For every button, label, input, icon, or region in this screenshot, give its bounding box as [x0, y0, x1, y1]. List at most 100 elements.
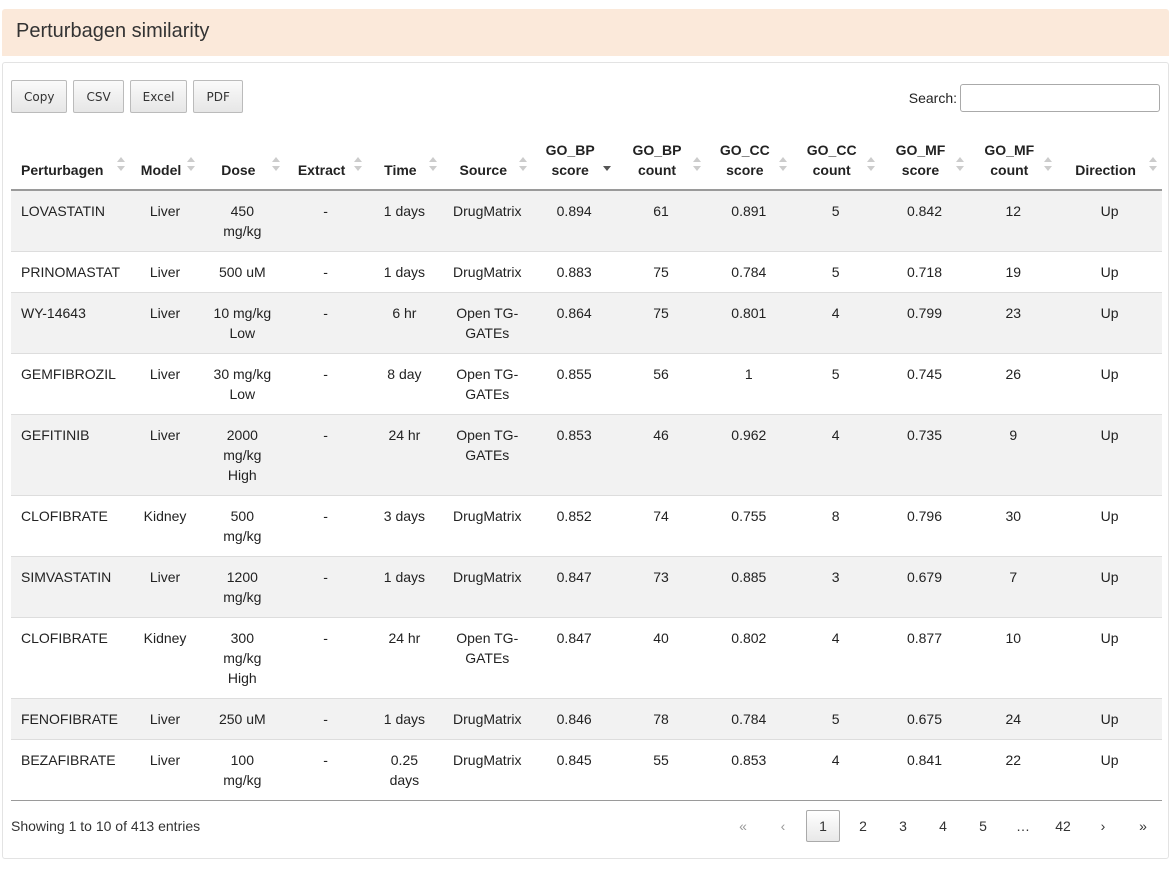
cell-source: DrugMatrix	[442, 739, 533, 801]
cell-go-bp-score: 0.864	[532, 292, 617, 354]
column-header-go-mf-count[interactable]: GO_MF count	[969, 136, 1058, 191]
export-buttons: Copy CSV Excel PDF	[11, 80, 243, 113]
last-page-button[interactable]: »	[1139, 818, 1147, 834]
column-header-go-bp-score[interactable]: GO_BP score	[532, 136, 617, 191]
cell-go-cc-count: 4	[791, 292, 880, 354]
cell-go-mf-score: 0.679	[879, 556, 970, 618]
sort-both-icon	[866, 157, 875, 171]
column-header-extract[interactable]: Extract	[284, 136, 367, 191]
table-row[interactable]: CLOFIBRATE Kidney 300 mg/kg High -24 hr Open…	[11, 617, 1162, 699]
cell-model: Liver	[130, 698, 201, 740]
page-button-1[interactable]: 1	[806, 810, 840, 842]
cell-go-cc-score: 0.784	[705, 251, 792, 293]
cell-source: Open TG-GATEs	[442, 292, 533, 354]
cell-direction: Up	[1057, 251, 1162, 293]
cell-go-mf-count: 10	[969, 617, 1058, 699]
column-header-go-bp-count[interactable]: GO_BP count	[616, 136, 706, 191]
cell-go-mf-score: 0.799	[879, 292, 970, 354]
sort-both-icon	[187, 157, 196, 171]
cell-go-mf-score: 0.877	[879, 617, 970, 699]
cell-direction: Up	[1057, 292, 1162, 354]
cell-source: Open TG-GATEs	[442, 353, 533, 415]
table-row[interactable]: CLOFIBRATE Kidney 500 mg/kg -3 days DrugMatr…	[11, 495, 1162, 557]
column-header-direction[interactable]: Direction	[1057, 136, 1162, 191]
page-button-42[interactable]: 42	[1055, 818, 1071, 834]
search-input[interactable]	[960, 84, 1160, 112]
cell-source: DrugMatrix	[442, 698, 533, 740]
table-row[interactable]: SIMVASTATIN Liver 1200 mg/kg -1 days DrugMat…	[11, 556, 1162, 618]
column-header-dose[interactable]: Dose	[200, 136, 285, 191]
page-button-5[interactable]: 5	[979, 818, 987, 834]
column-header-go-cc-count[interactable]: GO_CC count	[791, 136, 880, 191]
cell-model: Kidney	[130, 617, 201, 699]
column-header-model[interactable]: Model	[130, 136, 201, 191]
cell-time: 24 hr	[366, 617, 443, 699]
cell-go-bp-score: 0.883	[532, 251, 617, 293]
previous-page-button[interactable]: ‹	[780, 818, 786, 834]
table-header-row: Perturbagen Model Dose Extract Time Source GO_…	[11, 136, 1162, 191]
first-page-button[interactable]: «	[739, 818, 747, 834]
sort-both-icon	[692, 157, 701, 171]
cell-go-cc-score: 0.962	[705, 414, 792, 496]
pdf-button[interactable]: PDF	[193, 80, 243, 113]
cell-extract: -	[284, 292, 367, 354]
cell-extract: -	[284, 251, 367, 293]
page-button-2[interactable]: 2	[859, 818, 867, 834]
table-row[interactable]: GEFITINIB Liver 2000 mg/kg High -24 hr Open …	[11, 414, 1162, 496]
search-box: Search:	[909, 84, 1160, 112]
cell-go-bp-count: 74	[616, 495, 706, 557]
cell-direction: Up	[1057, 556, 1162, 618]
cell-perturbagen: CLOFIBRATE	[11, 495, 131, 557]
column-header-source[interactable]: Source	[442, 136, 533, 191]
cell-go-bp-count: 40	[616, 617, 706, 699]
table-row[interactable]: PRINOMASTAT Liver 500 uM -1 days DrugMatrix 0…	[11, 251, 1162, 293]
table-info: Showing 1 to 10 of 413 entries	[11, 818, 201, 834]
cell-go-bp-score: 0.894	[532, 189, 617, 252]
column-header-go-mf-score[interactable]: GO_MF score	[879, 136, 970, 191]
cell-go-cc-score: 0.802	[705, 617, 792, 699]
table-body: LOVASTATIN Liver 450 mg/kg -1 days DrugMatri…	[11, 189, 1162, 801]
table-row[interactable]: WY-14643 Liver 10 mg/kg Low -6 hr Open TG-GA…	[11, 292, 1162, 354]
table-row[interactable]: FENOFIBRATE Liver 250 uM -1 days DrugMatrix 0…	[11, 698, 1162, 740]
table-row[interactable]: LOVASTATIN Liver 450 mg/kg -1 days DrugMatri…	[11, 189, 1162, 252]
column-header-go-cc-score[interactable]: GO_CC score	[705, 136, 792, 191]
sort-both-icon	[1149, 157, 1157, 171]
cell-model: Liver	[130, 739, 201, 801]
excel-button[interactable]: Excel	[129, 80, 188, 113]
cell-direction: Up	[1057, 189, 1162, 252]
cell-go-cc-score: 0.885	[705, 556, 792, 618]
page-button-3[interactable]: 3	[899, 818, 907, 834]
cell-go-bp-score: 0.855	[532, 353, 617, 415]
table-row[interactable]: GEMFIBROZIL Liver 30 mg/kg Low -8 day Open T…	[11, 353, 1162, 415]
column-header-label: Time	[384, 162, 417, 178]
cell-time: 24 hr	[366, 414, 443, 496]
cell-extract: -	[284, 556, 367, 618]
cell-time: 3 days	[366, 495, 443, 557]
cell-extract: -	[284, 739, 367, 801]
sort-both-icon	[956, 157, 965, 171]
cell-perturbagen: LOVASTATIN	[11, 189, 131, 252]
page-button-4[interactable]: 4	[939, 818, 947, 834]
column-header-time[interactable]: Time	[366, 136, 443, 191]
cell-time: 8 day	[366, 353, 443, 415]
cell-go-mf-score: 0.796	[879, 495, 970, 557]
column-header-label: GO_CC count	[806, 142, 857, 178]
cell-go-mf-count: 24	[969, 698, 1058, 740]
panel-header: Perturbagen similarity	[2, 9, 1169, 56]
cell-go-mf-score: 0.745	[879, 353, 970, 415]
column-header-label: Perturbagen	[21, 162, 104, 178]
cell-go-mf-count: 26	[969, 353, 1058, 415]
sort-both-icon	[519, 157, 528, 171]
table-row[interactable]: BEZAFIBRATE Liver 100 mg/kg -0.25 days DrugM…	[11, 739, 1162, 801]
next-page-button[interactable]: ›	[1100, 818, 1106, 834]
copy-button[interactable]: Copy	[11, 80, 68, 113]
similarity-table: Perturbagen Model Dose Extract Time Source GO_…	[11, 136, 1162, 801]
cell-perturbagen: CLOFIBRATE	[11, 617, 131, 699]
cell-go-bp-score: 0.847	[532, 617, 617, 699]
csv-button[interactable]: CSV	[73, 80, 124, 113]
cell-time: 1 days	[366, 251, 443, 293]
column-header-perturbagen[interactable]: Perturbagen	[11, 136, 131, 191]
cell-go-bp-count: 55	[616, 739, 706, 801]
column-header-label: Extract	[297, 162, 346, 178]
column-header-label: Model	[140, 162, 182, 178]
